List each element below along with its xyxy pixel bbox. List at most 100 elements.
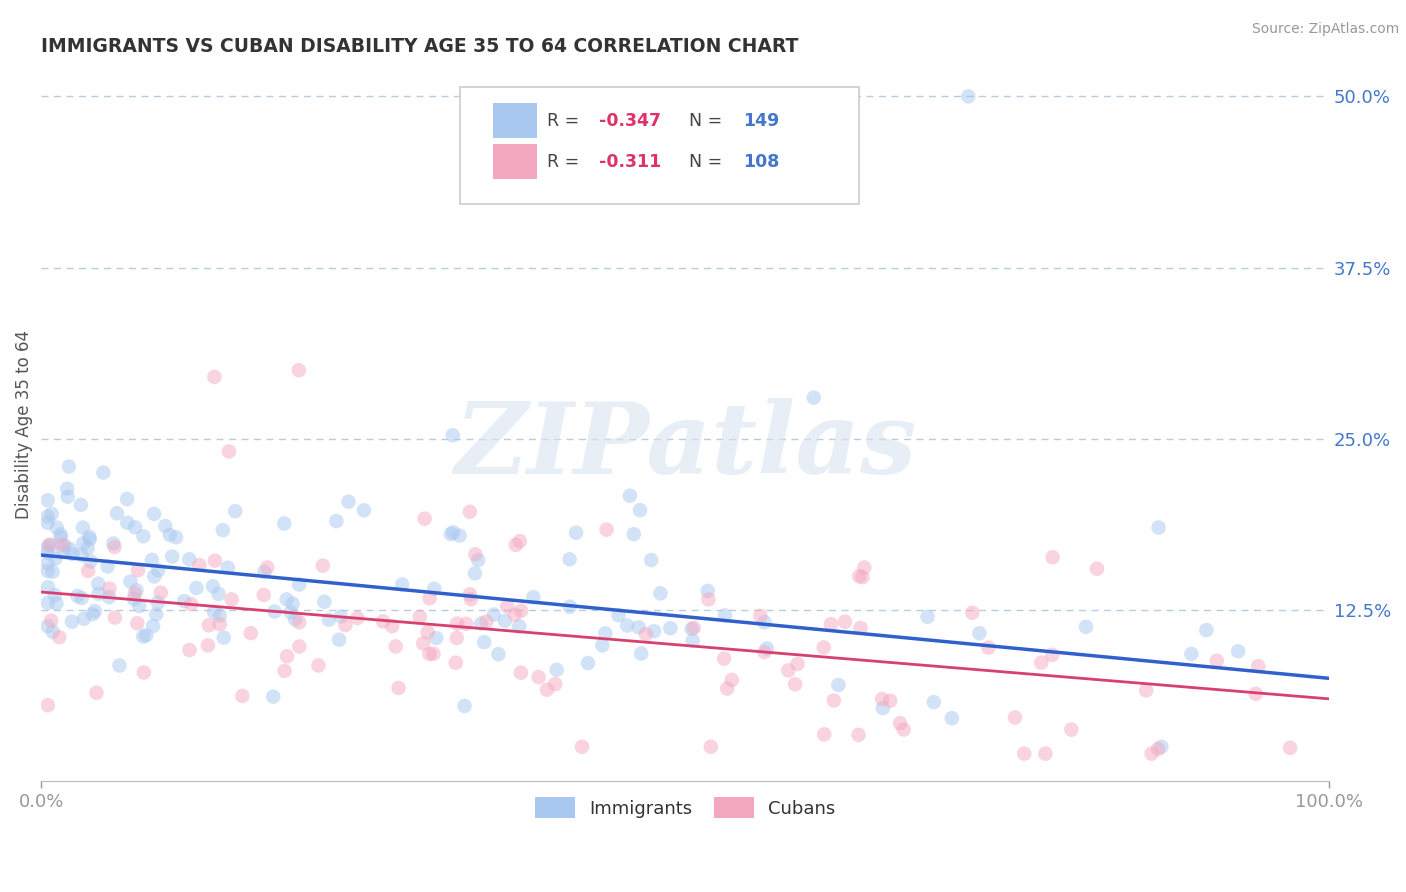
Point [77,564,100,578]
Text: 108: 108 [742,153,779,170]
Point [391,577,413,591]
Point [630,647,652,661]
Point [595,626,617,640]
Point [503,607,526,622]
Point [544,677,567,691]
Point [522,591,544,605]
Point [288,577,311,591]
Point [72,536,94,550]
Point [273,664,295,678]
Point [325,514,347,528]
Point [1012,747,1035,761]
Point [700,739,723,754]
Point [872,701,894,715]
Point [143,569,166,583]
Point [58,459,80,474]
Point [527,670,550,684]
Text: N =: N = [689,112,728,130]
Point [44,588,66,602]
Point [659,621,682,635]
Point [634,627,657,641]
Point [143,507,166,521]
Point [449,528,471,542]
Point [371,615,394,629]
Point [749,608,772,623]
Point [616,618,638,632]
Point [208,608,231,623]
Point [79,533,101,547]
Point [467,553,489,567]
Point [179,552,201,566]
Point [1085,562,1108,576]
Point [329,609,352,624]
Point [785,677,807,691]
FancyBboxPatch shape [494,144,537,178]
Point [1279,740,1302,755]
Point [494,614,516,628]
Point [591,639,613,653]
Point [98,590,121,604]
Y-axis label: Disability Age 35 to 64: Disability Age 35 to 64 [15,330,32,519]
Point [142,619,165,633]
Point [273,516,295,531]
Point [281,597,304,611]
Point [37,596,59,610]
Point [444,656,467,670]
Point [49,530,72,544]
Point [173,594,195,608]
Point [117,516,139,530]
Point [231,689,253,703]
Point [127,616,149,631]
Point [132,529,155,543]
Point [79,554,101,568]
Point [253,588,276,602]
Point [39,614,62,628]
Point [422,647,444,661]
Point [284,612,307,626]
Point [464,566,486,581]
Point [482,607,505,622]
Point [714,608,737,623]
Point [425,631,447,645]
Point [276,649,298,664]
Point [957,89,980,103]
Point [48,630,70,644]
Point [464,547,486,561]
Point [263,605,285,619]
Point [778,664,800,678]
Point [1074,620,1097,634]
Point [418,647,440,661]
Point [186,581,208,595]
Point [87,587,110,601]
Point [60,615,83,629]
Point [70,498,93,512]
Point [37,564,59,578]
Point [496,599,519,614]
Point [202,370,225,384]
Point [962,606,984,620]
Point [458,505,481,519]
Point [73,612,96,626]
Point [681,622,703,636]
Point [97,559,120,574]
Point [1147,742,1170,756]
Point [1060,723,1083,737]
Text: Source: ZipAtlas.com: Source: ZipAtlas.com [1251,22,1399,37]
Point [93,466,115,480]
Point [969,626,991,640]
Point [510,604,533,618]
Point [713,651,735,665]
Point [879,694,901,708]
Point [917,609,939,624]
Text: 149: 149 [742,112,779,130]
Point [165,530,187,544]
Point [288,640,311,654]
Point [82,607,104,622]
Point [42,624,65,639]
Text: IMMIGRANTS VS CUBAN DISABILITY AGE 35 TO 64 CORRELATION CHART: IMMIGRANTS VS CUBAN DISABILITY AGE 35 TO… [41,37,799,56]
Point [576,656,599,670]
Point [44,551,66,566]
Point [180,597,202,611]
Point [128,599,150,613]
Text: ZIPatlas: ZIPatlas [454,398,917,494]
